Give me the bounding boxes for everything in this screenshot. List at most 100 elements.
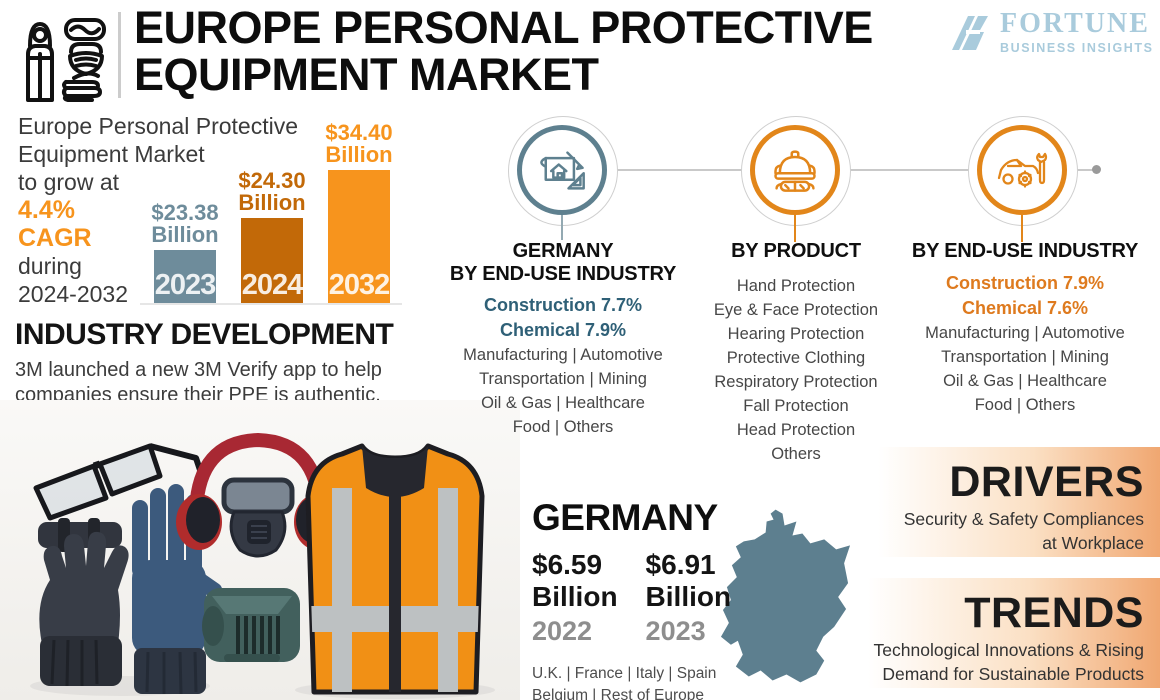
stat-year: 2022 — [532, 616, 593, 646]
dark-glove — [39, 531, 129, 687]
ppe-suit-goggles-mask-glove-icon — [8, 8, 108, 109]
bar-value: $24.30 — [238, 168, 306, 193]
intro-line: to grow at — [18, 169, 119, 195]
bar-year-label: 2023 — [154, 269, 217, 301]
drivers-text: Security & Safety Compliances at Workpla… — [878, 507, 1144, 555]
segment-item: Oil & Gas | Healthcare — [481, 394, 645, 412]
germany-heading: GERMANY — [532, 497, 718, 538]
segment-highlight: Construction 7.9% — [945, 273, 1105, 293]
segment-highlight: Chemical 7.9% — [499, 320, 627, 340]
industry-development-line: 3M launched a new 3M Verify app to help — [15, 359, 382, 381]
segment-item: Eye & Face Protection — [713, 301, 879, 319]
segment-item: Oil & Gas | Healthcare — [943, 372, 1107, 390]
page-title-line1: EUROPE PERSONAL PROTECTIVE — [134, 2, 873, 53]
drivers-line: Security & Safety Compliances — [903, 509, 1144, 529]
bar-2032: 2032 — [328, 170, 390, 303]
brand-logo: FORTUNE BUSINESS INSIGHTS — [948, 10, 1154, 59]
bar-year-label: 2024 — [241, 269, 304, 301]
segment-stem-1 — [561, 214, 563, 240]
intro-line: during — [18, 253, 82, 279]
segment-heading: BY END-USE INDUSTRY — [449, 263, 677, 285]
stat-year: 2023 — [645, 616, 706, 646]
stat-unit: Billion — [532, 581, 618, 612]
countries-list: U.K. | France | Italy | Spain Belgium | … — [532, 663, 732, 700]
brand-logo-text: FORTUNE BUSINESS INSIGHTS — [1000, 10, 1154, 55]
brand-subname: BUSINESS INSIGHTS — [1000, 41, 1154, 55]
industry-development-section: INDUSTRY DEVELOPMENT 3M launched a new 3… — [15, 318, 445, 408]
segment-highlight: Chemical 7.6% — [961, 298, 1089, 318]
segment-heading: BY PRODUCT — [731, 240, 861, 262]
cagr-rate: 4.4% — [18, 196, 75, 224]
bar-value-label-2023: $23.38 Billion — [135, 202, 235, 246]
segment-item: Transportation | Mining — [479, 370, 647, 388]
segment-item: Food | Others — [974, 396, 1076, 414]
germany-stats-row: $6.59 Billion 2022 $6.91 Billion 2023 — [532, 549, 732, 649]
segment-item: Fall Protection — [743, 397, 849, 415]
bar-2024: 2024 — [241, 218, 303, 303]
germany-stats-section: GERMANY $6.59 Billion 2022 $6.91 Billion… — [532, 497, 732, 700]
intro-line: Equipment Market — [18, 141, 205, 167]
trends-line: Technological Innovations & Rising — [873, 640, 1144, 660]
segment-item: Manufacturing | Automotive — [925, 324, 1125, 342]
drivers-panel: DRIVERS Security & Safety Compliances at… — [878, 447, 1160, 557]
cagr-label: CAGR — [18, 224, 92, 252]
bar-2023: 2023 — [154, 250, 216, 303]
drivers-heading: DRIVERS — [949, 458, 1144, 506]
chart-baseline — [140, 303, 402, 305]
stat-unit: Billion — [645, 581, 732, 612]
germany-stat-2022: $6.59 Billion 2022 — [532, 549, 618, 649]
segment-heading: GERMANY — [512, 240, 614, 262]
brand-name: FORTUNE — [1000, 8, 1150, 39]
bar-value: $34.40 — [325, 120, 393, 145]
bar-value: $23.38 — [151, 200, 219, 225]
ppe-equipment-photo — [0, 400, 520, 700]
automotive-service-icon — [977, 125, 1067, 215]
segment-item: Respiratory Protection — [714, 373, 878, 391]
stat-value: $6.91 — [645, 549, 716, 580]
safety-glasses — [33, 443, 207, 521]
segment-stem-3 — [1021, 214, 1023, 242]
germany-stat-2023: $6.91 Billion 2023 — [646, 549, 732, 649]
intro-line: Europe Personal Protective — [18, 113, 298, 139]
safety-vest — [305, 443, 485, 695]
segment-heading: BY END-USE INDUSTRY — [911, 240, 1139, 262]
intro-paragraph: Europe Personal Protective Equipment Mar… — [18, 112, 323, 308]
segment-item: Food | Others — [512, 418, 614, 436]
segment-item: Transportation | Mining — [941, 348, 1109, 366]
drivers-line: at Workplace — [1042, 533, 1144, 553]
fortune-business-insights-mark — [948, 10, 992, 59]
countries-line: U.K. | France | Italy | Spain — [532, 665, 717, 682]
trends-text: Technological Innovations & Rising Deman… — [868, 638, 1144, 686]
blue-glove — [132, 484, 223, 656]
construction-blueprint-icon — [517, 125, 607, 215]
countries-line: Belgium | Rest of Europe — [532, 687, 705, 700]
stat-value: $6.59 — [532, 549, 603, 580]
segment-item: Manufacturing | Automotive — [463, 346, 663, 364]
bar-unit: Billion — [151, 222, 219, 247]
trends-panel: TRENDS Technological Innovations & Risin… — [868, 578, 1160, 688]
bar-unit: Billion — [325, 142, 393, 167]
segment-item: Hearing Protection — [727, 325, 865, 343]
bar-value-label-2024: $24.30 Billion — [222, 170, 322, 214]
header-divider — [118, 12, 121, 98]
page-title-line2: EQUIPMENT MARKET — [134, 49, 599, 100]
bar-unit: Billion — [238, 190, 306, 215]
segment-item: Head Protection — [736, 421, 856, 439]
intro-line: 2024-2032 — [18, 281, 128, 307]
segment-connector-dot — [1092, 165, 1101, 174]
industry-development-heading: INDUSTRY DEVELOPMENT — [15, 318, 394, 351]
trends-line: Demand for Sustainable Products — [882, 664, 1144, 684]
respirator-filter-unit — [202, 588, 300, 662]
hard-hat-goggles-icon — [750, 125, 840, 215]
segment-item: Protective Clothing — [726, 349, 866, 367]
market-size-bar-chart: 2023 2024 2032 $23.38 Billion $24.30 Bil… — [140, 114, 402, 305]
segment-item: Others — [771, 445, 821, 463]
bar-value-label-2032: $34.40 Billion — [309, 122, 409, 166]
segment-highlight: Construction 7.7% — [483, 295, 643, 315]
segment-item: Hand Protection — [736, 277, 856, 295]
germany-map — [714, 504, 858, 700]
segment-stem-2 — [794, 214, 796, 242]
segment-by-end-use: BY END-USE INDUSTRY Construction 7.9% Ch… — [897, 240, 1153, 417]
segment-by-product: BY PRODUCT Hand Protection Eye & Face Pr… — [690, 240, 902, 466]
